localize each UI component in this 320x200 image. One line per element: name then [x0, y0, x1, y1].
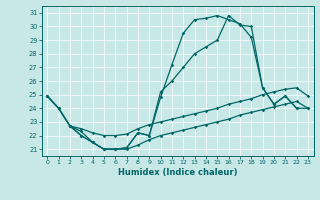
- X-axis label: Humidex (Indice chaleur): Humidex (Indice chaleur): [118, 168, 237, 177]
